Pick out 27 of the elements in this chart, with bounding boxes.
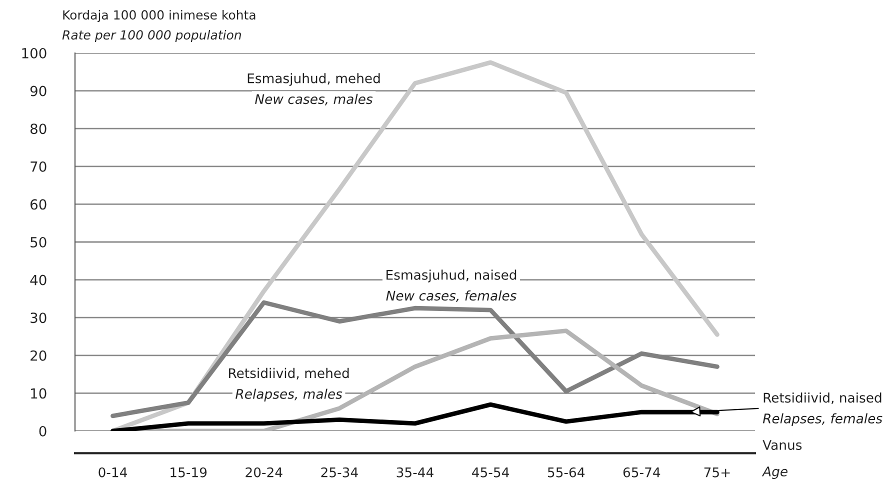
x-tick-label: 15-19 — [170, 467, 207, 478]
y-tick-label: 40 — [30, 274, 46, 286]
x-tick-label: 0-14 — [98, 467, 128, 478]
series-label: Esmasjuhud, naised New cases, females — [386, 270, 516, 302]
y-tick-label: 50 — [30, 236, 46, 248]
series-label: Esmasjuhud, mehed New cases, males — [248, 73, 380, 106]
series-label: Retsidiivid, mehed Relapses, males — [229, 368, 349, 402]
y-tick-label: 70 — [30, 161, 46, 172]
x-tick-label: 25-34 — [321, 467, 358, 478]
y-tick-label: 60 — [30, 199, 46, 210]
y-tick-label: 30 — [30, 312, 46, 324]
x-tick-label: 20-24 — [246, 467, 282, 478]
text: Retsidiivid, naised Relapses, females — [762, 392, 882, 426]
y-tick-label: 90 — [30, 86, 46, 96]
y-tick-label: 100 — [22, 48, 46, 58]
y-tick-label: 0 — [39, 426, 46, 436]
y-tick-label: 80 — [30, 124, 46, 134]
line-series — [110, 60, 720, 431]
x-tick-label: 55-64 — [548, 467, 585, 478]
y-tick-label: 10 — [31, 388, 46, 399]
x-tick-label: 35-44 — [396, 467, 434, 478]
y-tick-label: 20 — [30, 350, 46, 361]
y-axis-title: Kordaja 100 000 inimese kohta Rate per 100 000 population — [62, 10, 256, 42]
x-tick-label: 45-54 — [472, 468, 509, 478]
text: Vanus Age — [762, 440, 802, 479]
x-tick-label: 65-74 — [623, 467, 660, 478]
x-tick-label: 75+ — [704, 468, 730, 478]
